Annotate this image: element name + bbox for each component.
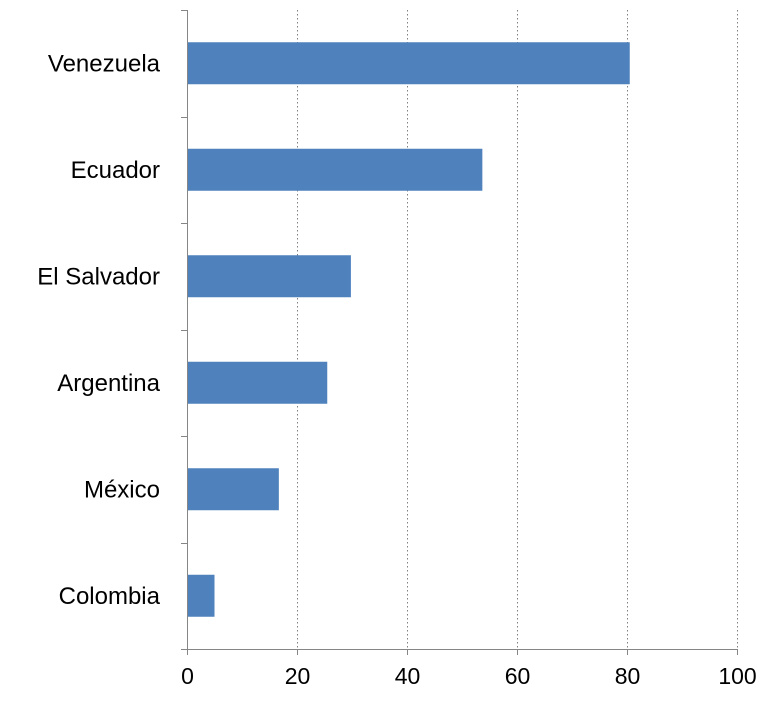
bar-venezuela [187, 42, 630, 85]
bar-el-salvador [187, 255, 351, 298]
bar-colombia [187, 574, 215, 617]
bars [187, 42, 630, 617]
bar-argentina [187, 361, 328, 404]
x-tick-label: 100 [718, 663, 756, 689]
category-label-m-xico: México [84, 476, 160, 503]
bar-ecuador [187, 148, 483, 191]
x-tick-label: 40 [395, 663, 421, 689]
category-label-colombia: Colombia [59, 583, 161, 610]
labels: 0 20 40 60 80 100 Venezuela Ecuador El Salvador A… [37, 50, 756, 689]
x-tick-label: 20 [285, 663, 311, 689]
category-label-ecuador: Ecuador [71, 157, 160, 184]
x-tick-label: 0 [181, 663, 194, 689]
x-tick-label: 60 [505, 663, 531, 689]
gridlines [297, 10, 738, 649]
bar-m-xico [187, 468, 279, 511]
category-label-venezuela: Venezuela [48, 50, 161, 77]
category-label-argentina: Argentina [57, 370, 160, 397]
axes [181, 10, 738, 655]
category-label-el-salvador: El Salvador [37, 263, 160, 290]
x-tick-label: 80 [615, 663, 641, 689]
